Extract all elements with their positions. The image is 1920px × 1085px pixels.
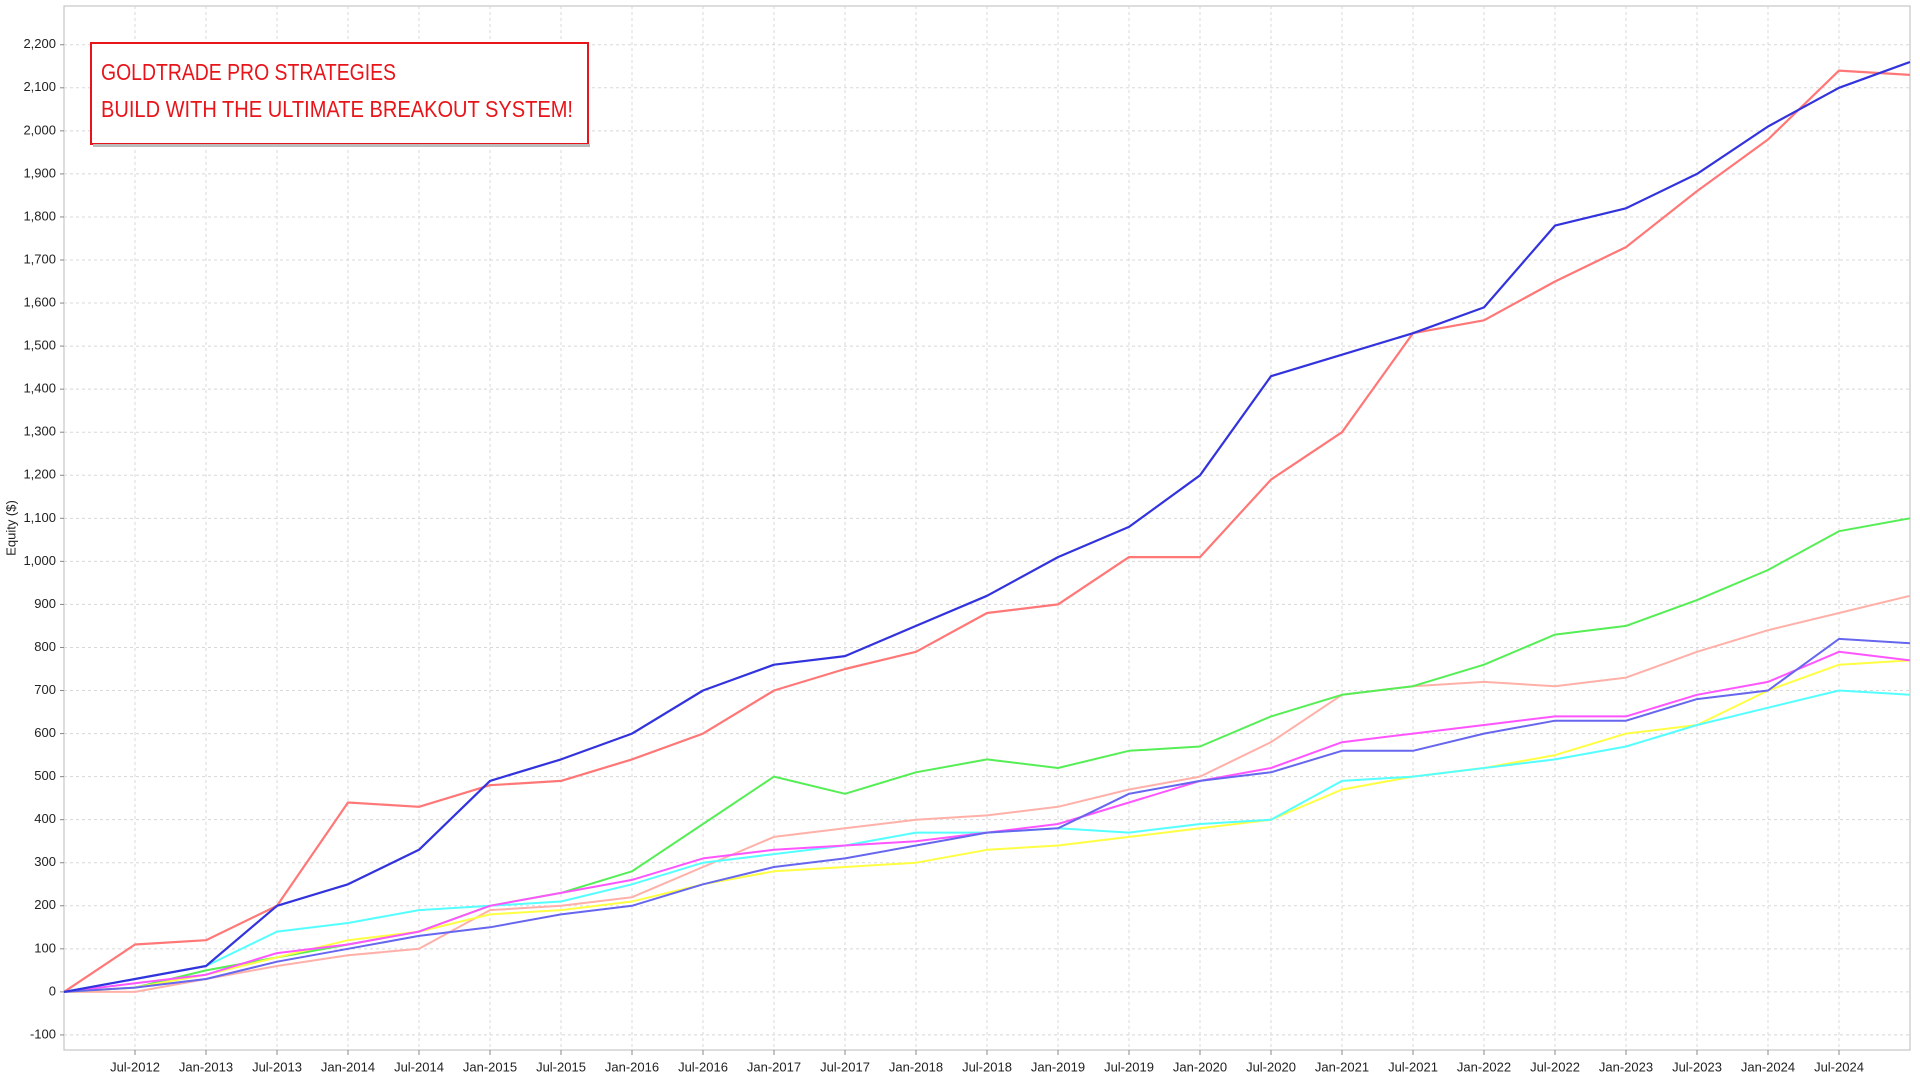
- y-tick-label: 500: [34, 768, 56, 783]
- x-tick-label: Jan-2021: [1315, 1059, 1369, 1074]
- x-tick-label: Jul-2023: [1672, 1059, 1722, 1074]
- y-axis-label: Equity ($): [3, 500, 18, 556]
- series-line: [64, 594, 1911, 993]
- y-tick-label: 400: [34, 811, 56, 826]
- y-tick-label: 800: [34, 639, 56, 654]
- annotation-shadow: [93, 144, 590, 147]
- x-tick-label: Jul-2018: [962, 1059, 1012, 1074]
- y-tick-label: 2,200: [23, 36, 56, 51]
- x-tick-label: Jul-2017: [820, 1059, 870, 1074]
- y-tick-label: 1,300: [23, 424, 56, 439]
- series-line: [63, 69, 1911, 993]
- x-tick-label: Jan-2023: [1599, 1059, 1653, 1074]
- y-tick-label: 900: [34, 596, 56, 611]
- y-tick-label: 300: [34, 854, 56, 869]
- x-tick-label: Jan-2024: [1741, 1059, 1795, 1074]
- y-tick-label: 1,200: [23, 467, 56, 482]
- y-tick-label: 2,100: [23, 79, 56, 94]
- y-tick-label: 1,900: [23, 165, 56, 180]
- x-tick-label: Jan-2014: [321, 1059, 375, 1074]
- y-tick-label: 1,800: [23, 208, 56, 223]
- x-tick-label: Jul-2024: [1814, 1059, 1864, 1074]
- x-tick-label: Jan-2018: [889, 1059, 943, 1074]
- series-line: [63, 659, 1911, 993]
- y-tick-label: 1,500: [23, 338, 56, 353]
- series-line: [63, 60, 1911, 993]
- x-tick-label: Jul-2020: [1246, 1059, 1296, 1074]
- x-tick-label: Jul-2014: [394, 1059, 444, 1074]
- x-tick-label: Jan-2015: [463, 1059, 517, 1074]
- annotation-text: BUILD WITH THE ULTIMATE BREAKOUT SYSTEM!: [101, 96, 573, 122]
- x-tick-label: Jan-2016: [605, 1059, 659, 1074]
- x-tick-label: Jul-2013: [252, 1059, 302, 1074]
- y-tick-label: 200: [34, 897, 56, 912]
- y-tick-label: 700: [34, 682, 56, 697]
- y-tick-label: 1,000: [23, 553, 56, 568]
- y-tick-label: 2,000: [23, 122, 56, 137]
- series-line: [63, 637, 1911, 993]
- x-tick-label: Jul-2019: [1104, 1059, 1154, 1074]
- y-tick-label: 1,400: [23, 381, 56, 396]
- y-tick-label: -100: [30, 1026, 56, 1041]
- x-tick-label: Jul-2016: [678, 1059, 728, 1074]
- y-tick-label: 100: [34, 940, 56, 955]
- y-tick-label: 0: [49, 983, 56, 998]
- x-tick-label: Jan-2017: [747, 1059, 801, 1074]
- y-tick-label: 1,100: [23, 510, 56, 525]
- x-tick-label: Jan-2020: [1173, 1059, 1227, 1074]
- x-tick-label: Jul-2015: [536, 1059, 586, 1074]
- x-tick-label: Jul-2022: [1530, 1059, 1580, 1074]
- x-tick-label: Jan-2019: [1031, 1059, 1085, 1074]
- y-tick-label: 600: [34, 725, 56, 740]
- annotation-box: [90, 42, 589, 145]
- y-tick-label: 1,700: [23, 251, 56, 266]
- y-tick-label: 1,600: [23, 294, 56, 309]
- annotation-text: GOLDTRADE PRO STRATEGIES: [101, 59, 396, 85]
- x-tick-label: Jul-2021: [1388, 1059, 1438, 1074]
- x-tick-label: Jul-2012: [110, 1059, 160, 1074]
- x-tick-label: Jan-2022: [1457, 1059, 1511, 1074]
- x-tick-label: Jan-2013: [179, 1059, 233, 1074]
